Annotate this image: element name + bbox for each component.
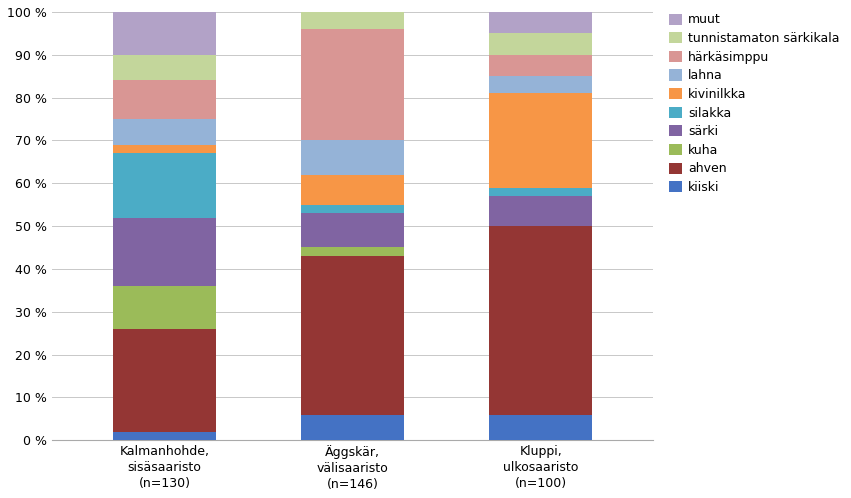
Bar	[489, 33, 592, 55]
Bar	[113, 119, 216, 145]
Bar	[301, 414, 404, 440]
Bar	[301, 140, 404, 175]
Bar	[489, 226, 592, 414]
Legend: muut, tunnistamaton särkikala, härkäsimppu, lahna, kivinilkka, silakka, särki, k: muut, tunnistamaton särkikala, härkäsimp…	[665, 9, 843, 198]
Bar	[301, 3, 404, 29]
Bar	[301, 29, 404, 140]
Bar	[489, 414, 592, 440]
Bar	[301, 0, 404, 3]
Bar	[113, 12, 216, 55]
Bar	[489, 12, 592, 33]
Bar	[301, 205, 404, 213]
Bar	[113, 145, 216, 153]
Bar	[489, 196, 592, 226]
Bar	[113, 286, 216, 329]
Bar	[113, 329, 216, 432]
Bar	[113, 81, 216, 119]
Bar	[489, 76, 592, 93]
Bar	[301, 213, 404, 248]
Bar	[301, 175, 404, 205]
Bar	[113, 153, 216, 218]
Bar	[301, 248, 404, 256]
Bar	[489, 55, 592, 76]
Bar	[113, 55, 216, 81]
Bar	[113, 432, 216, 440]
Bar	[489, 188, 592, 196]
Bar	[113, 218, 216, 286]
Bar	[301, 256, 404, 414]
Bar	[489, 93, 592, 188]
